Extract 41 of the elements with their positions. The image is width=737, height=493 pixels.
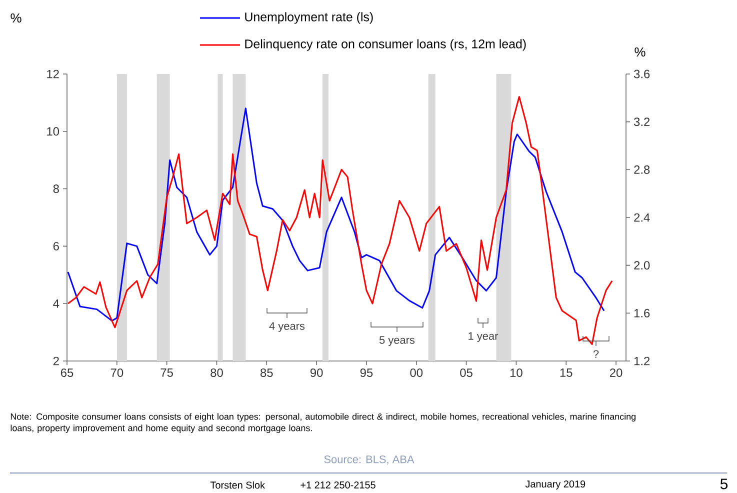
x-tick-label: 65 bbox=[60, 368, 74, 377]
annotation: ? bbox=[593, 350, 599, 358]
y-tick-label: 8 bbox=[53, 184, 59, 194]
y-tick-label: 6 bbox=[53, 242, 59, 250]
line-series bbox=[67, 96, 613, 345]
x-tick-label: 75 bbox=[160, 368, 173, 377]
x-tick-label: 05 bbox=[460, 368, 472, 377]
text: Torsten Slok bbox=[210, 481, 266, 489]
x-tick-label: 70 bbox=[110, 368, 124, 377]
y2-tick-label: 2.4 bbox=[634, 213, 650, 222]
y2-tick-label: 3.6 bbox=[634, 70, 650, 78]
x-tick-label: 95 bbox=[360, 368, 373, 377]
x-tick-label: 85 bbox=[260, 368, 273, 377]
y-tick-label: 4 bbox=[53, 299, 60, 308]
y-axis-title: % bbox=[10, 13, 22, 23]
y2-tick-label: 3.2 bbox=[634, 118, 650, 126]
text: +1 212 250-2155 bbox=[300, 481, 376, 489]
line-series bbox=[67, 108, 605, 322]
y-tick-label: 10 bbox=[47, 127, 60, 136]
y2-tick-label: 1.2 bbox=[634, 356, 650, 366]
text: 5 bbox=[720, 478, 728, 490]
x-tick-label: 00 bbox=[410, 368, 423, 377]
annotation: 1 year bbox=[468, 332, 498, 342]
y-tick-label: 12 bbox=[47, 70, 59, 78]
x-tick-label: 15 bbox=[560, 368, 572, 377]
annotation: 4 years bbox=[269, 322, 305, 332]
legend-label: Delinquency rate on consumer loans (rs, 12m lead) bbox=[245, 39, 526, 51]
y2-axis-title: % bbox=[634, 47, 646, 57]
x-tick-label: 80 bbox=[210, 368, 223, 377]
legend-label: Unemployment rate (ls) bbox=[245, 12, 373, 24]
x-tick-label: 90 bbox=[310, 368, 323, 377]
y2-tick-label: 2.8 bbox=[634, 165, 650, 174]
x-tick-label: 20 bbox=[610, 368, 622, 377]
y2-tick-label: 1.6 bbox=[634, 308, 650, 318]
y-tick-label: 2 bbox=[53, 356, 59, 366]
x-tick-label: 10 bbox=[510, 368, 522, 377]
text: Note: Composite consumer loans consists of eight loan types: personal, automobile direct & indirect, mobile homes, recreational vehicles, marine financing loans, property improvement and home equity and second mortgage loans. bbox=[10, 413, 636, 433]
annotation: 5 years bbox=[379, 336, 415, 346]
y2-tick-label: 2.0 bbox=[634, 261, 650, 270]
text: January 2019 bbox=[525, 480, 586, 490]
source-note: Source: BLS, ABA bbox=[324, 455, 414, 465]
